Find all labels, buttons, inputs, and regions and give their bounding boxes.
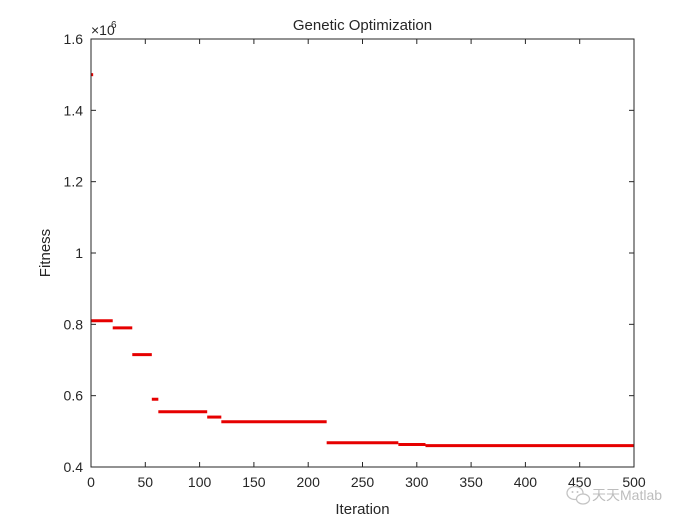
exponent-power: 6 — [111, 20, 117, 31]
plot-area — [91, 39, 634, 467]
exponent-base: ×10 — [91, 22, 115, 38]
x-tick-label: 350 — [459, 474, 483, 490]
y-tick-label: 1.6 — [64, 31, 84, 47]
x-tick-label: 400 — [514, 474, 538, 490]
y-tick-label: 1 — [75, 245, 83, 261]
x-ticks: 0 50 100 150 200 250 300 350 400 450 500 — [87, 39, 646, 490]
x-tick-label: 150 — [242, 474, 266, 490]
x-tick-label: 100 — [188, 474, 212, 490]
x-tick-label: 300 — [405, 474, 429, 490]
y-tick-label: 0.4 — [64, 459, 84, 475]
y-tick-label: 1.4 — [64, 102, 84, 118]
watermark-text: 天天Matlab — [592, 487, 662, 503]
series-layer — [91, 73, 634, 448]
x-tick-label: 500 — [622, 474, 646, 490]
chart-title: Genetic Optimization — [293, 17, 432, 34]
y-tick-label: 0.8 — [64, 316, 84, 332]
x-tick-label: 200 — [297, 474, 321, 490]
x-axis-label: Iteration — [335, 501, 389, 518]
y-axis-label: Fitness — [37, 229, 54, 277]
x-tick-label: 0 — [87, 474, 95, 490]
watermark: 天天Matlab — [566, 485, 662, 505]
x-tick-label: 250 — [351, 474, 375, 490]
y-tick-label: 0.6 — [64, 388, 84, 404]
y-tick-label: 1.2 — [64, 174, 84, 190]
y-ticks: 0.4 0.6 0.8 1 1.2 1.4 1.6 — [64, 31, 634, 475]
wechat-icon — [566, 485, 591, 505]
y-exponent-label: ×10 6 — [91, 20, 117, 38]
x-tick-label: 50 — [138, 474, 154, 490]
